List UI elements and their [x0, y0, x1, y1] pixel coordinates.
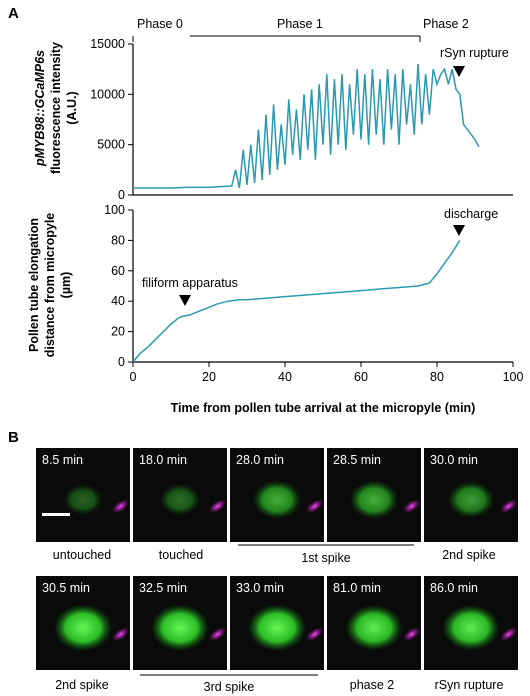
- filiform-label: filiform apparatus: [142, 276, 238, 290]
- fluorescence-ylabel-line3: (A.U.): [65, 91, 79, 124]
- caption-touched: touched: [159, 548, 204, 562]
- micrograph-tile: 28.5 min: [327, 448, 421, 542]
- elongation-axes: [132, 210, 513, 363]
- elongation-chart: 0 20 40 60 80 100 0 20 40 60 80 100 Pollen tube el…: [27, 203, 523, 415]
- discharge-label: discharge: [444, 207, 498, 221]
- micrograph-tile: 30.5 min: [36, 576, 130, 670]
- rupture-arrowhead-icon: [453, 66, 465, 77]
- micrograph-tile: 8.5 min: [36, 448, 130, 542]
- micrograph-tile: 28.0 min: [230, 448, 324, 542]
- elongation-ylabel-line3: (µm): [59, 272, 73, 299]
- synergid-signal: [159, 483, 201, 516]
- elongation-xlabel: Time from pollen tube arrival at the mic…: [171, 401, 476, 415]
- micrograph-tile: 30.0 min: [424, 448, 518, 542]
- elongation-ytick-label: 40: [111, 294, 125, 308]
- synergid-signal: [247, 604, 307, 652]
- fluorescence-chart: 0 5000 10000 15000 pMYB98::GCaMP6s fluoresc…: [33, 37, 513, 202]
- elongation-ytick-label: 0: [118, 355, 125, 369]
- synergid-signal: [447, 481, 495, 519]
- micrograph-tile: 33.0 min: [230, 576, 324, 670]
- phase0-label: Phase 0: [137, 17, 183, 31]
- synergid-signal: [63, 484, 103, 516]
- elongation-xtick-label: 60: [354, 370, 368, 384]
- micrograph-tile: 81.0 min: [327, 576, 421, 670]
- fluorescence-ytick-label: 10000: [90, 87, 125, 101]
- pollen-tube-signal: [402, 627, 421, 642]
- fluorescence-ylabel-line1: pMYB98::GCaMP6s: [33, 50, 47, 167]
- fluorescence-axes: [132, 44, 513, 196]
- pollen-tube-signal: [111, 499, 130, 514]
- elongation-xtick-label: 80: [430, 370, 444, 384]
- elongation-xtick-label: 20: [202, 370, 216, 384]
- pollen-tube-signal: [402, 499, 421, 514]
- tile-time-label: 32.5 min: [139, 581, 187, 595]
- caption-untouched: untouched: [53, 548, 111, 562]
- fluorescence-ytick-label: 5000: [97, 138, 125, 152]
- tile-time-label: 81.0 min: [333, 581, 381, 595]
- tile-time-label: 33.0 min: [236, 581, 284, 595]
- elongation-ytick-label: 20: [111, 325, 125, 339]
- caption-2nd-spike-row2: 2nd spike: [55, 678, 109, 692]
- pollen-tube-signal: [305, 499, 324, 514]
- synergid-signal: [442, 604, 500, 651]
- tile-time-label: 8.5 min: [42, 453, 83, 467]
- tile-time-label: 86.0 min: [430, 581, 478, 595]
- caption-1st-spike: 1st spike: [301, 551, 350, 565]
- synergid-signal: [252, 480, 302, 520]
- elongation-ytick-label: 100: [104, 203, 125, 217]
- phase1-label: Phase 1: [277, 17, 323, 31]
- micrograph-tile: 18.0 min: [133, 448, 227, 542]
- pollen-tube-signal: [499, 627, 518, 642]
- caption-2nd-spike-row1: 2nd spike: [442, 548, 496, 562]
- caption-phase2: phase 2: [350, 678, 395, 692]
- tile-time-label: 30.0 min: [430, 453, 478, 467]
- tile-time-label: 30.5 min: [42, 581, 90, 595]
- fluorescence-y-ticks: 0 5000 10000 15000: [90, 37, 133, 202]
- phase2-label: Phase 2: [423, 17, 469, 31]
- panel-b-letter: B: [8, 429, 19, 446]
- caption-rsyn-rupture: rSyn rupture: [435, 678, 504, 692]
- fluorescence-ytick-label: 0: [118, 188, 125, 202]
- elongation-x-ticks: 0 20 40 60 80 100: [130, 362, 524, 384]
- elongation-ylabel-line2: distance from micropyle: [43, 213, 57, 358]
- panel-a-letter: A: [8, 5, 19, 22]
- synergid-signal: [53, 604, 113, 652]
- elongation-ytick-label: 80: [111, 233, 125, 247]
- elongation-ylabel-line1: Pollen tube elongation: [27, 218, 41, 352]
- synergid-signal: [345, 604, 403, 651]
- discharge-arrowhead-icon: [453, 225, 465, 236]
- pollen-tube-signal: [208, 499, 227, 514]
- micrograph-grid: 8.5 min 18.0 min 28.0 min 28.5 min 30.0 min 3…: [36, 448, 518, 670]
- pollen-tube-signal: [111, 627, 130, 642]
- elongation-xtick-label: 40: [278, 370, 292, 384]
- phase-brackets: Phase 0 Phase 1 Phase 2: [132, 17, 469, 42]
- elongation-series-line: [132, 240, 461, 363]
- tile-time-label: 28.0 min: [236, 453, 284, 467]
- scale-bar: [42, 513, 70, 516]
- tile-time-label: 18.0 min: [139, 453, 187, 467]
- rupture-label: rSyn rupture: [440, 46, 509, 60]
- tile-time-label: 28.5 min: [333, 453, 381, 467]
- fluorescence-series-line: [133, 64, 480, 189]
- elongation-xtick-label: 100: [503, 370, 524, 384]
- pollen-tube-signal: [499, 499, 518, 514]
- synergid-signal: [150, 604, 210, 652]
- caption-3rd-spike: 3rd spike: [204, 680, 255, 694]
- elongation-xtick-label: 0: [130, 370, 137, 384]
- fluorescence-ylabel-line2: fluorescence intensity: [49, 42, 63, 174]
- pollen-tube-signal: [208, 627, 227, 642]
- pollen-tube-signal: [305, 627, 324, 642]
- elongation-y-ticks: 0 20 40 60 80 100: [104, 203, 133, 369]
- filiform-arrowhead-icon: [179, 295, 191, 306]
- micrograph-tile: 86.0 min: [424, 576, 518, 670]
- fluorescence-ytick-label: 15000: [90, 37, 125, 51]
- elongation-ytick-label: 60: [111, 264, 125, 278]
- micrograph-tile: 32.5 min: [133, 576, 227, 670]
- synergid-signal: [349, 480, 399, 520]
